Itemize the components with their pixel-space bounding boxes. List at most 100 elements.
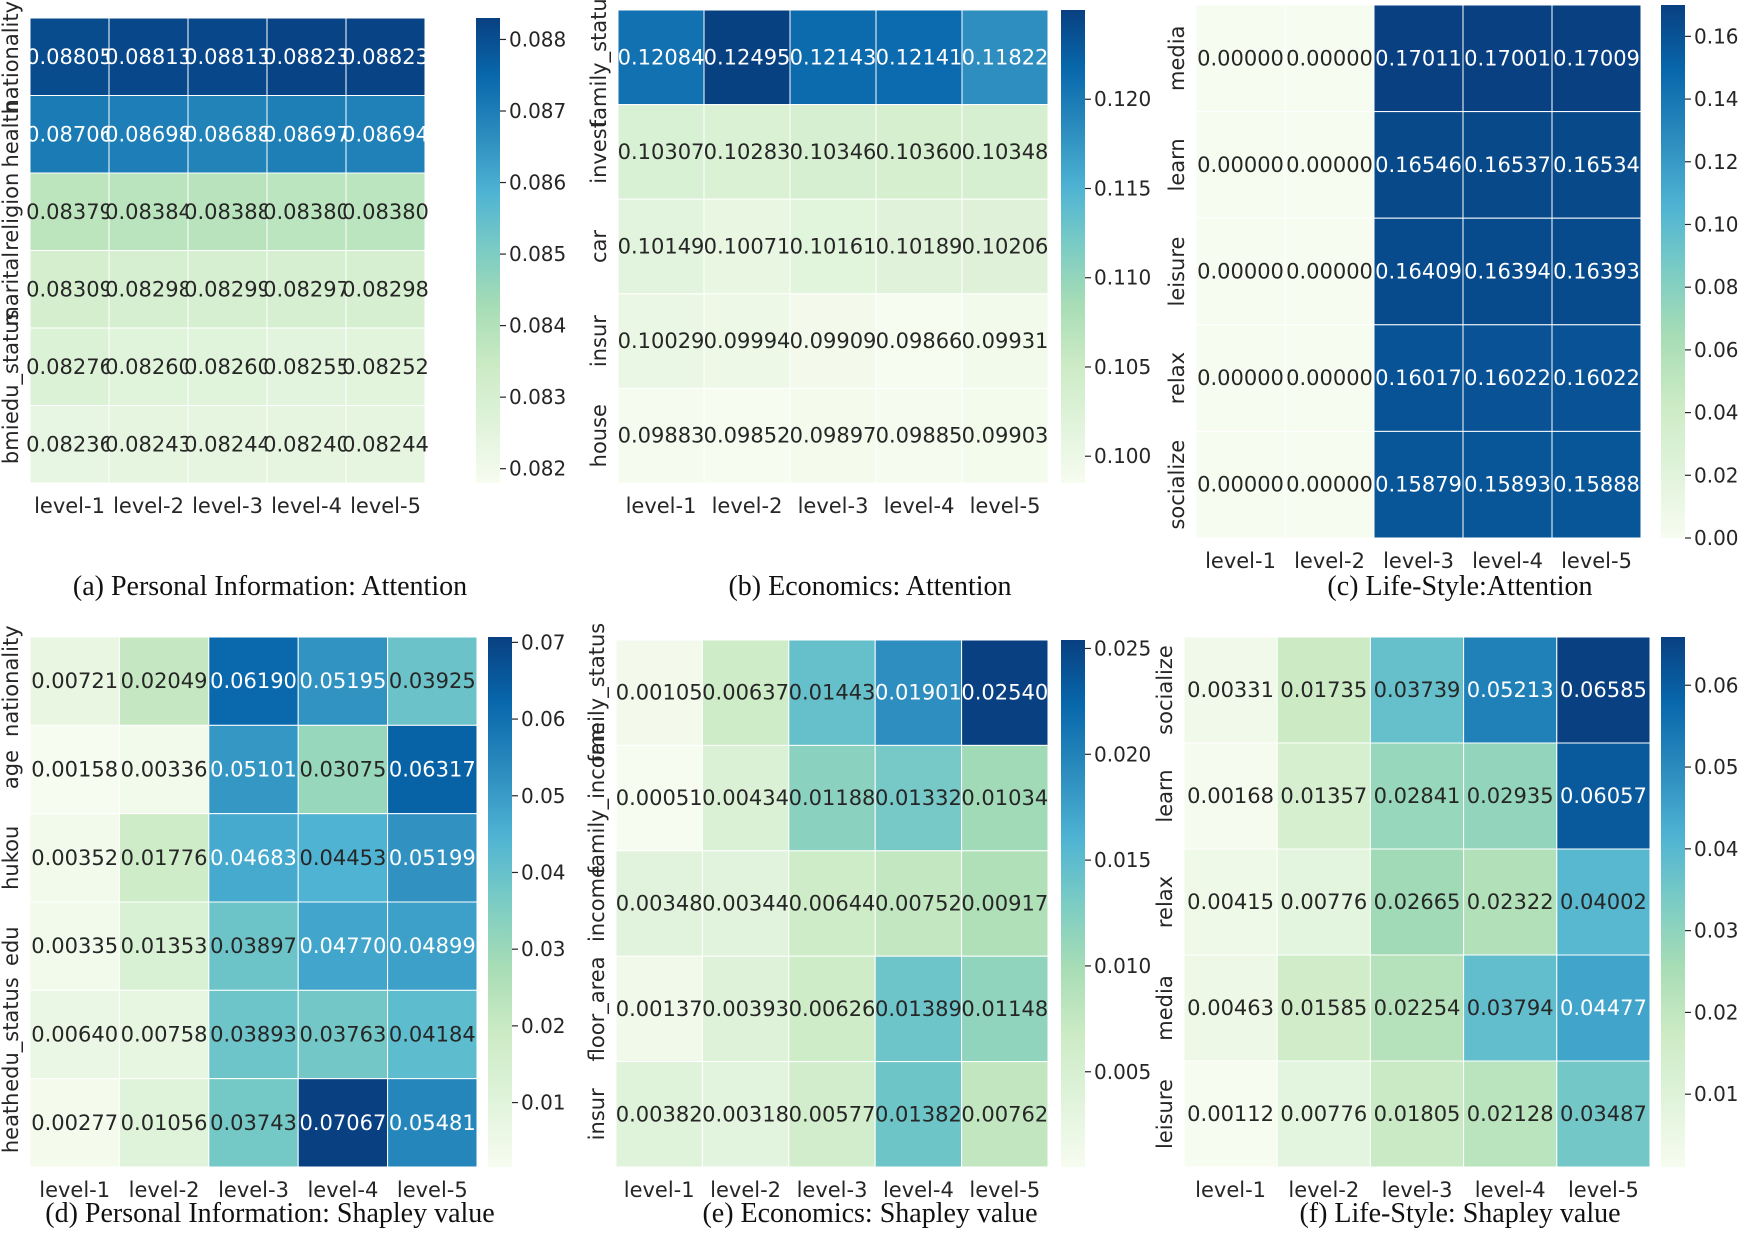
heatmap-cell — [617, 104, 705, 200]
cell-value-label: 0.01188 — [789, 786, 876, 810]
colorbar-tick-label: 0.12 — [1694, 150, 1738, 174]
y-tick-label: nationality — [0, 1, 23, 113]
cell-value-label: 0.16394 — [1464, 260, 1551, 284]
cell-value-label: 0.05481 — [389, 1111, 476, 1135]
cell-value-label: 0.08236 — [26, 432, 113, 456]
heatmap-cell — [1369, 636, 1465, 744]
x-tick-label: level-4 — [307, 1178, 378, 1202]
y-tick-label: income — [585, 865, 609, 942]
x-tick-label: level-5 — [969, 1178, 1040, 1202]
y-tick-label: heath — [0, 1093, 23, 1154]
cell-value-label: 0.17011 — [1375, 46, 1462, 70]
cell-value-label: 0.08805 — [26, 45, 113, 69]
cell-value-label: 0.16022 — [1553, 366, 1640, 390]
heatmap-cell — [1551, 111, 1642, 219]
y-tick-label: media — [1153, 975, 1177, 1040]
heatmap-cell — [874, 744, 963, 852]
colorbar-tick-label: 0.10 — [1694, 212, 1738, 236]
cell-value-label: 0.15888 — [1553, 473, 1640, 497]
x-tick-label: level-1 — [624, 1178, 695, 1202]
colorbar — [1061, 10, 1085, 483]
heatmap-cell — [1462, 430, 1553, 539]
cell-value-label: 0.08384 — [105, 200, 192, 224]
heatmap-cell — [961, 639, 1049, 746]
heatmap-cell — [1284, 217, 1375, 326]
heatmap-cell — [789, 293, 877, 389]
cell-value-label: 0.00776 — [1280, 1102, 1367, 1126]
cell-value-label: 0.00112 — [1187, 1102, 1274, 1126]
cell-value-label: 0.00318 — [702, 1102, 789, 1126]
cell-value-label: 0.07067 — [299, 1111, 386, 1135]
cell-value-label: 0.16393 — [1553, 260, 1640, 284]
heatmap-cell — [1195, 111, 1286, 219]
colorbar — [476, 18, 500, 483]
cell-value-label: 0.08380 — [342, 200, 429, 224]
y-tick-label: car — [587, 230, 611, 263]
cell-value-label: 0.00000 — [1286, 366, 1373, 390]
cell-value-label: 0.00000 — [1286, 153, 1373, 177]
x-tick-label: level-2 — [1288, 1178, 1359, 1202]
cell-value-label: 0.12143 — [790, 45, 877, 69]
cell-value-label: 0.01056 — [121, 1111, 208, 1135]
colorbar-tick-label: 0.06 — [1694, 673, 1738, 697]
heatmap-cell — [187, 17, 268, 96]
cell-value-label: 0.09931 — [962, 329, 1049, 353]
cell-value-label: 0.10029 — [618, 329, 705, 353]
cell-value-label: 0.02665 — [1374, 890, 1461, 914]
heatmap-cell — [345, 95, 426, 174]
heatmap-cell — [875, 9, 963, 106]
cell-value-label: 0.10346 — [790, 140, 877, 164]
x-tick-label: level-5 — [350, 494, 421, 518]
panel-caption: (d) Personal Information: Shapley value — [45, 1198, 494, 1229]
heatmap-cell — [1276, 742, 1371, 850]
heatmap-cell — [1369, 1060, 1465, 1168]
cell-value-label: 0.08694 — [342, 122, 429, 146]
y-tick-label: leisure — [1153, 1079, 1177, 1149]
heatmap-cell — [108, 405, 189, 484]
cell-value-label: 0.00051 — [616, 786, 703, 810]
cell-value-label: 0.00137 — [616, 997, 703, 1021]
heatmap-cell — [874, 1061, 963, 1168]
cell-value-label: 0.08299 — [184, 277, 271, 301]
cell-value-label: 0.00776 — [1280, 890, 1367, 914]
colorbar-tick-label: 0.100 — [1094, 444, 1151, 468]
heatmap-cell — [703, 387, 791, 484]
heatmap-cell — [345, 17, 426, 96]
cell-value-label: 0.00336 — [121, 758, 208, 782]
heatmap-cell — [29, 17, 110, 96]
cell-value-label: 0.01735 — [1280, 678, 1367, 702]
heatmap-cell — [788, 955, 876, 1063]
colorbar-tick-label: 0.06 — [1694, 338, 1738, 362]
x-tick-label: level-2 — [712, 494, 783, 518]
heatmap-cell — [187, 327, 268, 406]
cell-value-label: 0.05213 — [1467, 678, 1554, 702]
colorbar-tick-label: 0.015 — [1094, 848, 1151, 872]
x-tick-label: level-2 — [129, 1178, 200, 1202]
heatmap-cell — [118, 1078, 210, 1168]
heatmap-cell — [788, 1061, 876, 1168]
heatmap-cell — [108, 327, 189, 406]
cell-value-label: 0.01332 — [875, 786, 962, 810]
y-tick-label: marital — [0, 252, 23, 327]
cell-value-label: 0.00000 — [1286, 46, 1373, 70]
cell-value-label: 0.00415 — [1187, 890, 1274, 914]
cell-value-label: 0.00393 — [702, 997, 789, 1021]
heatmap-cell — [1556, 636, 1651, 744]
heatmap-cell — [118, 636, 210, 726]
heatmap-cell — [297, 724, 389, 815]
cell-value-label: 0.08706 — [26, 122, 113, 146]
panel-lifestyle-shapley: 0.00331 0.01735 0.03739 0.05213 0.06585 0.001… — [1153, 636, 1738, 1229]
colorbar-tick-label: 0.05 — [1694, 755, 1738, 779]
cell-value-label: 0.08244 — [342, 432, 429, 456]
cell-value-label: 0.11822 — [962, 45, 1049, 69]
heatmap-cell — [1462, 111, 1553, 219]
heatmap-cell — [701, 850, 790, 957]
cell-value-label: 0.08813 — [105, 45, 192, 69]
heatmap-cell — [345, 327, 426, 406]
heatmap-cell — [961, 387, 1049, 484]
cell-value-label: 0.00640 — [31, 1023, 118, 1047]
x-tick-label: level-3 — [1383, 549, 1454, 573]
heatmap-cell — [703, 104, 791, 200]
cell-value-label: 0.16409 — [1375, 260, 1462, 284]
